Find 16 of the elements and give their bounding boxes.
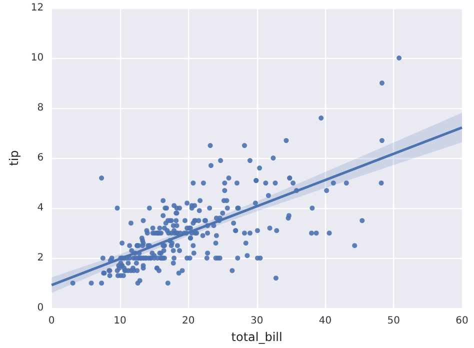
y-tick-label: 4 [37, 202, 44, 214]
x-tick-label: 20 [182, 316, 195, 327]
x-tick-label: 50 [387, 316, 400, 327]
y-tick-label: 6 [37, 152, 44, 164]
y-tick-label: 8 [37, 102, 44, 114]
y-tick-label: 0 [37, 302, 44, 314]
y-axis-title: tip [7, 150, 21, 166]
x-tick-label: 0 [48, 316, 55, 327]
x-tick-label: 30 [250, 316, 264, 327]
x-tick-label: 10 [114, 316, 126, 327]
x-tick-label: 40 [318, 316, 332, 327]
x-tick-label: 60 [456, 316, 468, 327]
y-tick-label: 2 [37, 252, 44, 264]
x-axis-title: total_bill [231, 330, 282, 344]
y-tick-label: 12 [30, 2, 44, 14]
y-tick-label: 10 [30, 52, 44, 64]
